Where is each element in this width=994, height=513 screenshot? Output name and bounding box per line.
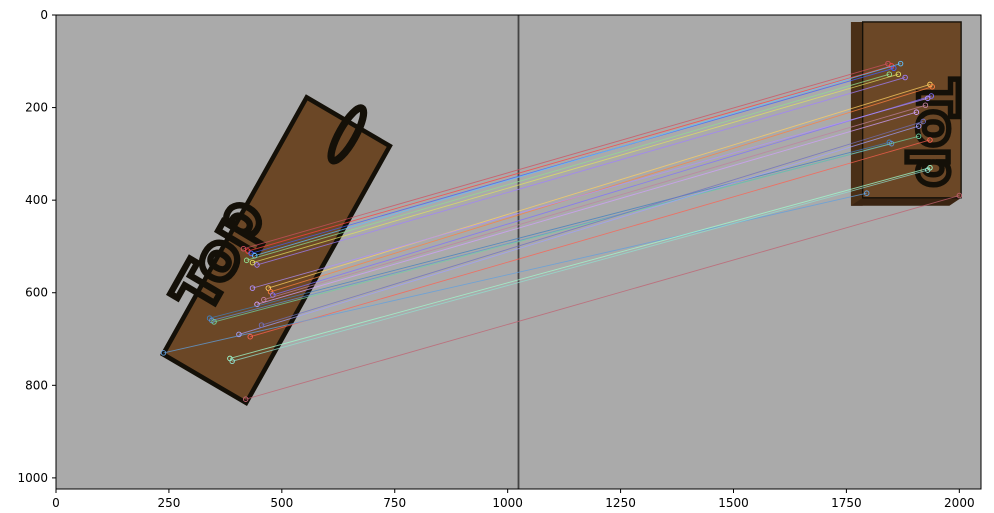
y-tick-label: 1000 — [17, 471, 48, 485]
x-tick-label: 500 — [270, 496, 293, 510]
keypoint-marker — [243, 257, 250, 264]
x-tick-label: 1250 — [605, 496, 636, 510]
keypoint-marker — [254, 301, 260, 308]
match-line — [247, 65, 892, 252]
keypoint-marker — [897, 60, 904, 67]
match-line — [256, 77, 906, 266]
keypoint-marker — [924, 167, 931, 173]
keypoint-marker — [929, 83, 935, 90]
keypoint-marker — [160, 350, 167, 356]
x-tick-label: 1000 — [492, 496, 523, 510]
match-line — [256, 111, 917, 305]
keypoint-marker — [247, 333, 253, 340]
keypoint-marker — [913, 109, 920, 115]
match-line — [252, 97, 928, 289]
match-line — [245, 195, 960, 400]
keypoint-marker — [249, 285, 256, 291]
match-line — [209, 141, 890, 319]
zero-glyph — [327, 104, 368, 165]
x-tick-label: 750 — [383, 496, 406, 510]
keypoint-marker — [902, 74, 908, 81]
keypoint-marker — [915, 123, 922, 129]
right-block-bottom-face — [850, 197, 962, 206]
y-tick-label: 600 — [25, 286, 48, 300]
y-tick-label: 800 — [25, 378, 48, 392]
x-axis: 0 250 500 750 1000 1250 1500 1750 2000 — [52, 489, 975, 510]
match-line — [254, 63, 901, 257]
match-line — [261, 121, 924, 326]
right-block-side-face — [850, 21, 863, 206]
keypoint-marker — [864, 190, 870, 196]
keypoint-marker — [242, 396, 249, 402]
x-tick-label: 2000 — [944, 496, 975, 510]
match-line — [263, 104, 926, 301]
match-line — [272, 95, 932, 296]
keypoint-marker — [249, 259, 256, 266]
match-line — [229, 167, 931, 359]
feature-matches — [160, 60, 963, 402]
match-line — [213, 135, 919, 323]
match-line — [238, 125, 919, 335]
right-top-label: Top — [906, 79, 969, 187]
y-axis: 0 200 400 600 800 1000 — [17, 8, 56, 485]
keypoint-marker — [236, 331, 242, 338]
keypoint-marker — [922, 102, 929, 109]
keypoint-marker — [927, 137, 933, 143]
keypoint-marker — [229, 358, 235, 365]
left-wooden-block — [163, 97, 390, 403]
match-line — [246, 73, 890, 261]
keypoint-marker — [915, 133, 922, 140]
x-tick-label: 250 — [157, 496, 180, 510]
match-line — [243, 63, 889, 250]
match-line — [268, 83, 931, 289]
plot-area: Top Top — [56, 15, 981, 489]
match-line — [232, 169, 928, 362]
x-tick-label: 1750 — [831, 496, 862, 510]
keypoint-marker — [920, 118, 926, 125]
y-tick-label: 200 — [25, 101, 48, 115]
match-line — [250, 139, 931, 338]
keypoint-marker — [956, 192, 963, 199]
keypoint-marker — [895, 71, 902, 78]
keypoint-marker — [240, 245, 247, 252]
y-tick-label: 0 — [40, 8, 48, 22]
keypoint-marker — [924, 95, 931, 102]
keypoint-marker — [258, 322, 265, 328]
x-tick-label: 1500 — [718, 496, 749, 510]
match-line — [252, 73, 899, 264]
axes-frame — [55, 14, 982, 490]
match-line — [163, 192, 867, 354]
x-tick-label: 0 — [52, 496, 60, 510]
y-tick-label: 400 — [25, 193, 48, 207]
match-line — [270, 86, 933, 293]
keypoint-marker — [254, 262, 260, 268]
keypoint-marker — [211, 319, 217, 325]
